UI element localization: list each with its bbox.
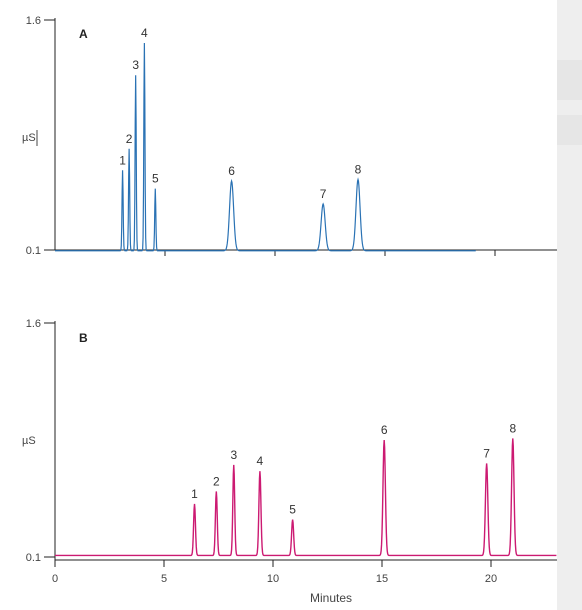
panel-a-peak-label: 5 xyxy=(152,172,159,186)
panel-b-peak-label: 8 xyxy=(509,421,516,435)
panel-a-peak-label: 1 xyxy=(119,153,126,167)
panel-b-peak-label: 4 xyxy=(257,454,264,468)
panel-a-ylabel: µS xyxy=(22,132,36,144)
panel-b-xtick-label: 0 xyxy=(52,573,58,585)
panel-b-ytick-label-bottom: 0.1 xyxy=(26,552,41,564)
panel-b-peak-label: 7 xyxy=(483,446,490,460)
panel-a-peak-label: 8 xyxy=(355,163,362,177)
panel-a-peak-label: 3 xyxy=(132,58,139,72)
panel-a-peak-labels: 12 3 4 5 6 7 8 xyxy=(119,26,361,201)
panel-b-xtick-label: 15 xyxy=(376,573,388,585)
panel-b-xtick-label: 20 xyxy=(485,573,497,585)
side-gray-band xyxy=(557,0,582,610)
panel-b-xlabel: Minutes xyxy=(310,591,352,605)
panel-b-trace xyxy=(55,438,557,557)
panel-a-ytick-label-top: 1.6 xyxy=(26,15,41,27)
panel-b-xtick-label: 10 xyxy=(267,573,279,585)
panel-a: 1.6 0.1 µS A 12 3 4 5 6 7 8 xyxy=(22,15,557,257)
panel-b-peak-label: 2 xyxy=(213,475,220,489)
panel-b-label: B xyxy=(79,331,88,345)
panel-a-peak-label: 4 xyxy=(141,26,148,40)
panel-a-trace xyxy=(55,42,476,252)
panel-a-ytick-label-bottom: 0.1 xyxy=(26,245,41,257)
panel-a-label: A xyxy=(79,27,88,41)
panel-b-peak-label: 6 xyxy=(381,423,388,437)
panel-b-ylabel: µS xyxy=(22,435,36,447)
panel-b-peak-label: 1 xyxy=(191,487,198,501)
panel-b-x-ticks: 0 5 10 15 20 xyxy=(52,560,497,585)
panel-b-xtick-label: 5 xyxy=(161,573,167,585)
panel-b-peak-label: 5 xyxy=(289,503,296,517)
side-gray-notch-mid xyxy=(557,115,582,145)
panel-a-peak-label: 2 xyxy=(126,132,133,146)
panel-a-peak-label: 6 xyxy=(228,164,235,178)
panel-a-peak-label: 7 xyxy=(320,187,327,201)
side-gray-notch-top xyxy=(557,60,582,100)
panel-b-peak-label: 3 xyxy=(230,448,237,462)
panel-b-ytick-label-top: 1.6 xyxy=(26,318,41,330)
